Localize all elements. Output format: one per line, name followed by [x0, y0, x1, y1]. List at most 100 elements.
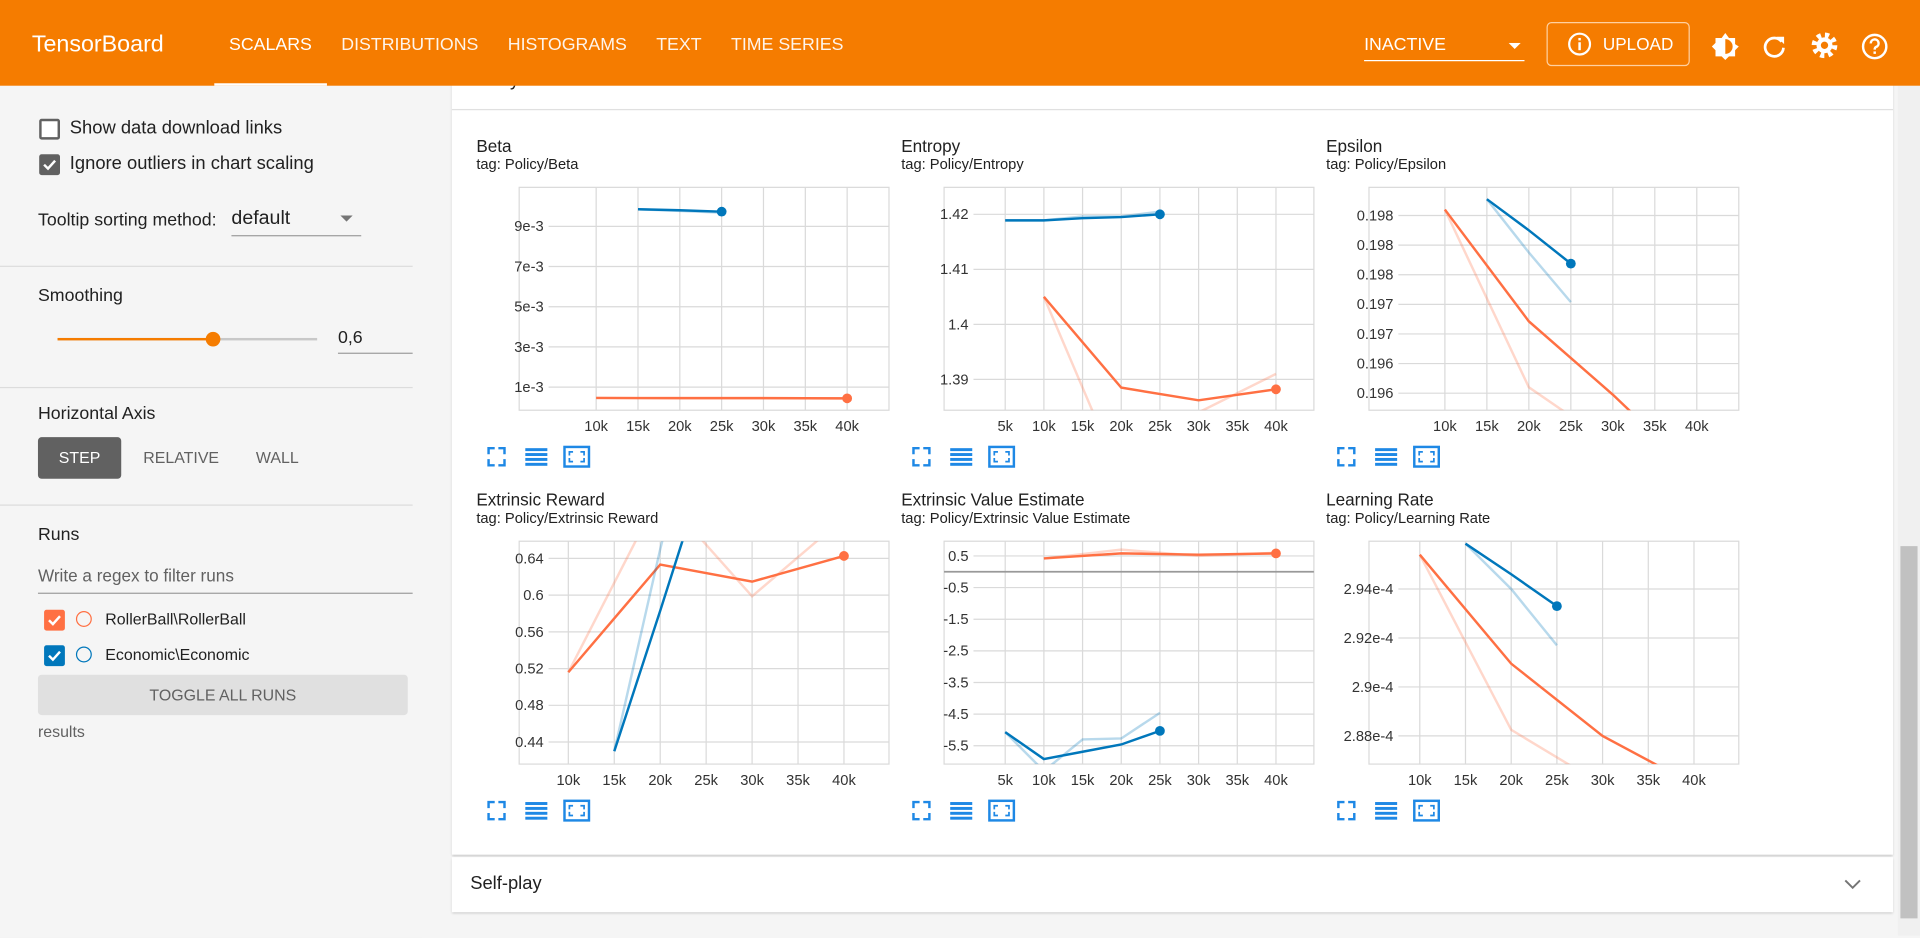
upload-label[interactable]: UPLOAD — [1602, 34, 1674, 54]
fit-icon[interactable] — [563, 445, 591, 468]
icon-shape — [950, 453, 973, 457]
run-checkbox[interactable] — [44, 609, 65, 631]
x-tick-label: 15k — [1454, 773, 1478, 789]
plot-border — [943, 186, 1315, 411]
tab[interactable]: HISTOGRAMS — [507, 35, 627, 56]
tooltip-label: Tooltip sorting method: — [37, 210, 217, 231]
data-icon[interactable] — [950, 802, 973, 820]
data-icon[interactable] — [525, 802, 548, 820]
icon-shape — [487, 446, 506, 467]
chevron[interactable] — [1843, 877, 1863, 892]
x-tick-label: 35k — [793, 419, 817, 435]
tab[interactable]: DISTRIBUTIONS — [341, 35, 479, 56]
x-tick-label: 20k — [668, 419, 692, 435]
last-point — [1271, 548, 1281, 559]
scrollbar-thumb[interactable] — [1900, 546, 1918, 919]
y-tick-label: 0.198 — [1357, 268, 1394, 284]
checkbox[interactable] — [39, 154, 61, 176]
fit-icon[interactable] — [988, 445, 1016, 468]
x-tick-label: 40k — [1682, 773, 1706, 789]
settings-icon[interactable] — [1810, 31, 1839, 60]
section-title[interactable]: Self-play — [470, 873, 542, 894]
x-tick-label: 35k — [1225, 773, 1249, 789]
data-icon[interactable] — [1375, 448, 1398, 466]
fullscreen-icon[interactable] — [1337, 446, 1356, 467]
x-tick-label: 35k — [1636, 773, 1660, 789]
icon-shape — [525, 816, 548, 820]
tab[interactable]: TIME SERIES — [730, 35, 844, 56]
axis-label: Horizontal Axis — [37, 404, 156, 424]
plot-border — [1368, 540, 1740, 765]
y-tick-label: 1.41 — [940, 262, 969, 278]
fullscreen-icon[interactable] — [912, 446, 931, 467]
tab[interactable]: TEXT — [656, 35, 702, 56]
chart-subtitle: tag: Policy/Beta — [476, 157, 579, 173]
x-tick-label: 25k — [710, 419, 734, 435]
tooltip-select[interactable]: default — [231, 208, 362, 237]
x-tick-label: 5k — [997, 419, 1013, 435]
x-tick-label: 10k — [1032, 773, 1056, 789]
icon-shape — [1413, 445, 1441, 468]
smoothed-line — [1464, 542, 1558, 608]
last-point — [1551, 601, 1562, 612]
app-title[interactable]: TensorBoard — [31, 31, 164, 58]
status-select[interactable]: INACTIVE — [1364, 36, 1525, 62]
last-point — [842, 393, 853, 404]
axis-option[interactable]: RELATIVE — [143, 448, 220, 467]
slider-thumb[interactable] — [205, 331, 221, 347]
tab[interactable]: SCALARS — [214, 0, 327, 86]
icon-shape — [950, 806, 973, 810]
option-label: Show data download links — [69, 117, 283, 139]
x-tick-label: 10k — [556, 773, 580, 789]
help-icon[interactable] — [1860, 32, 1889, 61]
x-tick-label: 35k — [786, 773, 810, 789]
toggle-button[interactable]: TOGGLE ALL RUNS — [37, 674, 408, 716]
y-tick-label: 0.198 — [1357, 238, 1394, 254]
icon-shape — [950, 802, 973, 805]
axis-option[interactable]: STEP — [37, 437, 122, 479]
data-icon[interactable] — [950, 448, 973, 466]
checkbox[interactable] — [39, 118, 61, 140]
icon-shape — [525, 811, 548, 815]
icon-shape — [912, 446, 931, 467]
option-label: Ignore outliers in chart scaling — [69, 153, 314, 174]
select-arrow — [340, 215, 353, 222]
x-tick-label: 40k — [1264, 419, 1288, 435]
icon-shape — [1375, 816, 1398, 820]
run-checkbox[interactable] — [44, 645, 65, 667]
x-tick-label: 10k — [1433, 419, 1457, 435]
smoothed-line — [567, 554, 845, 674]
icon-shape — [1375, 453, 1398, 457]
fit-icon[interactable] — [563, 799, 591, 822]
theme-icon[interactable] — [1711, 32, 1740, 61]
fullscreen-icon[interactable] — [487, 800, 506, 821]
last-point — [1565, 258, 1576, 269]
fullscreen-icon[interactable] — [1337, 800, 1356, 821]
icon-shape — [950, 448, 973, 452]
chart-title: Beta — [476, 136, 512, 156]
axis-option[interactable]: WALL — [255, 448, 299, 467]
plot-border — [1368, 186, 1740, 411]
data-icon[interactable] — [1375, 802, 1398, 820]
fit-icon[interactable] — [1413, 445, 1441, 468]
fullscreen-icon[interactable] — [487, 446, 506, 467]
x-tick-label: 20k — [1109, 419, 1133, 435]
x-tick-label: 30k — [1591, 773, 1615, 789]
y-tick-label: 0.48 — [515, 698, 544, 714]
run-filter[interactable]: Write a regex to filter runs — [37, 566, 413, 594]
last-point — [1155, 725, 1165, 736]
chart-subtitle: tag: Policy/Learning Rate — [1326, 511, 1490, 527]
fullscreen-icon[interactable] — [912, 800, 931, 821]
upload-button[interactable] — [1546, 22, 1690, 67]
fit-icon[interactable] — [1413, 799, 1441, 822]
smoothed-line — [613, 541, 684, 752]
reload-icon[interactable] — [1761, 33, 1788, 60]
smoothed-line — [1486, 198, 1572, 265]
fit-icon[interactable] — [988, 799, 1016, 822]
x-tick-label: 15k — [1071, 773, 1095, 789]
data-icon[interactable] — [525, 448, 548, 466]
selfplay-card[interactable] — [451, 857, 1894, 913]
icon-shape — [1375, 457, 1398, 461]
smoothing-value[interactable]: 0,6 — [337, 328, 413, 354]
